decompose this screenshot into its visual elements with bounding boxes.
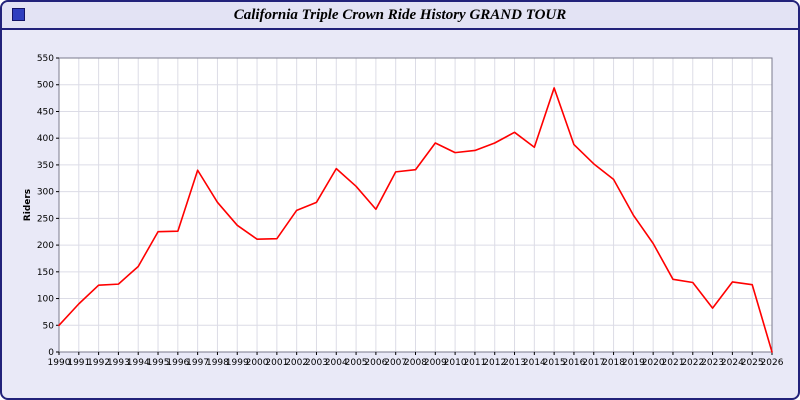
svg-text:2007: 2007	[384, 358, 407, 368]
svg-text:2003: 2003	[305, 358, 328, 368]
window-title: California Triple Crown Ride History GRA…	[233, 6, 567, 23]
svg-text:1996: 1996	[166, 358, 189, 368]
svg-text:2011: 2011	[463, 358, 486, 368]
svg-text:550: 550	[37, 54, 54, 64]
svg-text:2006: 2006	[364, 358, 387, 368]
svg-text:2021: 2021	[662, 358, 685, 368]
svg-text:2004: 2004	[325, 358, 348, 368]
svg-text:2008: 2008	[404, 358, 427, 368]
y-axis-title: Riders	[23, 189, 33, 221]
x-axis-labels: 1990199119921993199419951996199719981999…	[48, 352, 784, 368]
svg-text:2016: 2016	[562, 358, 585, 368]
svg-text:2010: 2010	[444, 358, 467, 368]
svg-text:2000: 2000	[246, 358, 269, 368]
svg-text:2009: 2009	[424, 358, 447, 368]
svg-text:1994: 1994	[127, 358, 150, 368]
svg-text:2013: 2013	[503, 358, 526, 368]
svg-text:250: 250	[37, 214, 54, 224]
svg-text:2023: 2023	[701, 358, 724, 368]
svg-text:500: 500	[37, 81, 54, 91]
svg-text:2020: 2020	[642, 358, 665, 368]
svg-text:1991: 1991	[67, 358, 90, 368]
window-titlebar[interactable]: California Triple Crown Ride History GRA…	[2, 2, 798, 30]
svg-text:2001: 2001	[265, 358, 288, 368]
svg-text:1997: 1997	[186, 358, 209, 368]
chart-area: 0 50 100 150 200 250 300 350 400 450 500 550 1990 199…	[2, 30, 798, 398]
svg-text:2002: 2002	[285, 358, 308, 368]
svg-text:150: 150	[37, 268, 54, 278]
svg-text:2012: 2012	[483, 358, 506, 368]
svg-text:2024: 2024	[721, 358, 744, 368]
svg-text:1992: 1992	[87, 358, 110, 368]
svg-text:2026: 2026	[761, 358, 784, 368]
svg-text:2018: 2018	[602, 358, 625, 368]
riders-line-chart: 0501001502002503003504004505005501990199…	[23, 54, 784, 368]
blue-square-icon	[12, 8, 25, 21]
svg-text:1999: 1999	[226, 358, 249, 368]
svg-text:50: 50	[43, 321, 55, 331]
svg-text:100: 100	[37, 295, 54, 305]
svg-text:2025: 2025	[741, 358, 764, 368]
svg-text:1995: 1995	[147, 358, 170, 368]
svg-text:400: 400	[37, 134, 54, 144]
svg-text:0: 0	[48, 348, 54, 358]
svg-text:1990: 1990	[48, 358, 71, 368]
svg-text:350: 350	[37, 161, 54, 171]
y-axis-labels: 0 50 100 150 200 250 300 350 400 450 500 550	[37, 54, 59, 358]
svg-text:2014: 2014	[523, 358, 546, 368]
svg-text:2017: 2017	[582, 358, 605, 368]
svg-text:2019: 2019	[622, 358, 645, 368]
series-line	[58, 87, 773, 353]
svg-text:2022: 2022	[681, 358, 704, 368]
svg-text:450: 450	[37, 107, 54, 117]
svg-text:2005: 2005	[345, 358, 368, 368]
svg-text:1993: 1993	[107, 358, 130, 368]
svg-text:200: 200	[37, 241, 54, 251]
svg-text:2015: 2015	[543, 358, 566, 368]
svg-text:1998: 1998	[206, 358, 229, 368]
svg-text:300: 300	[37, 188, 54, 198]
